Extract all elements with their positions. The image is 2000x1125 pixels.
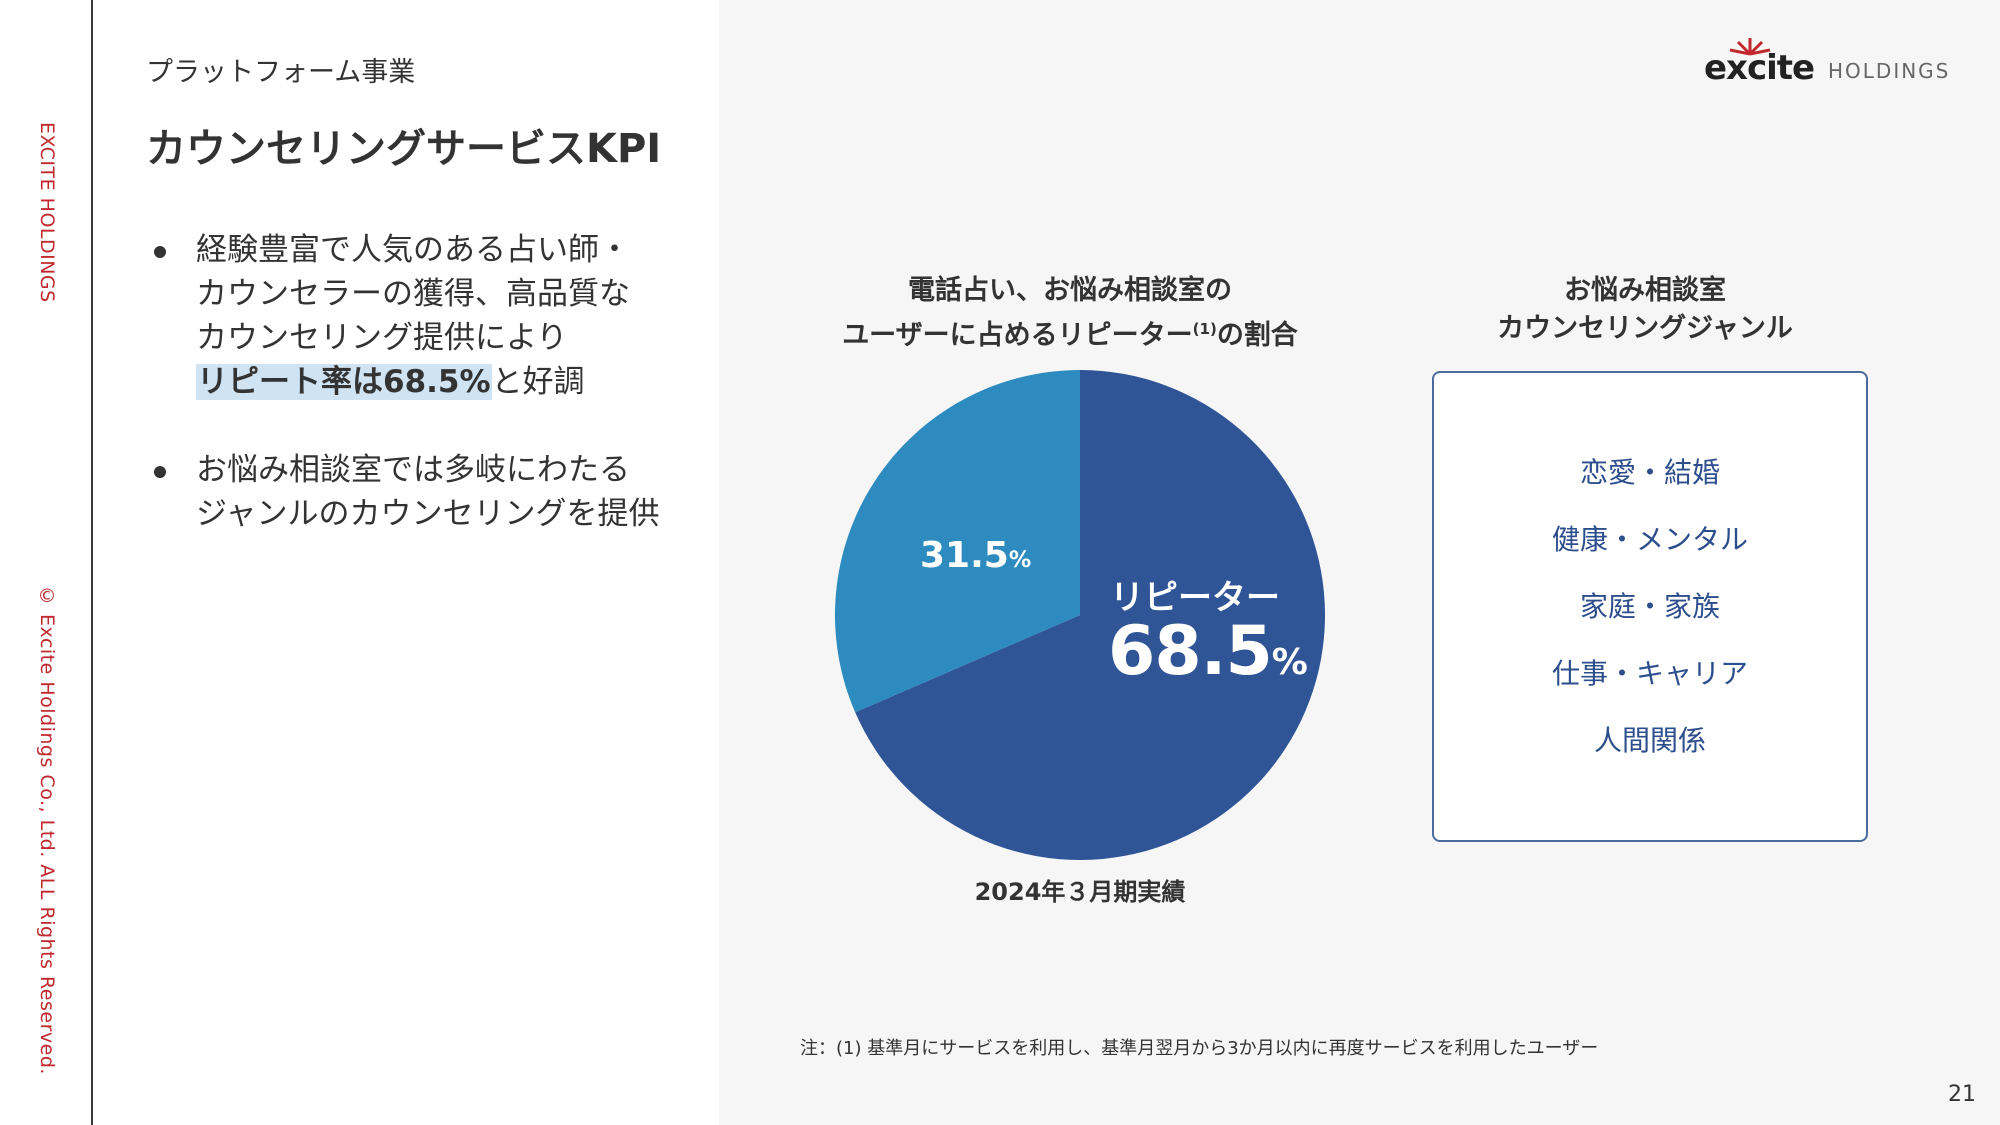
genre-item: 家庭・家族: [1579, 590, 1720, 623]
pie-slice-other: [835, 370, 1080, 713]
pie-value-repeater: 68.5: [1108, 612, 1273, 691]
side-rail: EXCITE HOLDINGS © Excite Holdings Co., L…: [0, 0, 93, 1125]
logo-suffix: HOLDINGS: [1828, 59, 1951, 83]
genre-title: お悩み相談室 カウンセリングジャンル: [1430, 272, 1860, 348]
pie-unit-other: %: [1008, 547, 1032, 573]
bullet-dot-icon: [154, 466, 166, 478]
highlight-text: リピート率は68.5%: [196, 364, 492, 400]
bullet-item: お悩み相談室では多岐にわたる ジャンルのカウンセリングを提供: [146, 448, 706, 536]
repeater-pie-chart: [835, 370, 1325, 860]
genre-title-line2: カウンセリングジャンル: [1497, 313, 1793, 344]
chart-title-line1: 電話占い、お悩み相談室の: [908, 275, 1232, 306]
pie-value-other: 31.5: [920, 535, 1009, 576]
side-brand-text: EXCITE HOLDINGS: [36, 122, 58, 303]
genre-item: 人間関係: [1593, 724, 1706, 757]
genre-item: 恋愛・結婚: [1579, 456, 1720, 489]
bullet-line: ジャンルのカウンセリングを提供: [196, 496, 660, 532]
chart-title-line2: ユーザーに占めるリピーター(1)の割合: [820, 310, 1320, 355]
side-copyright-text: © Excite Holdings Co., Ltd. ALL Rights R…: [36, 585, 58, 1075]
genre-item: 健康・メンタル: [1551, 523, 1748, 556]
chart-title-text-end: の割合: [1216, 320, 1298, 351]
genre-title-line1: お悩み相談室: [1564, 275, 1726, 306]
bullet-text-after: と好調: [491, 364, 585, 400]
bullet-list: 経験豊富で人気のある占い師・ カウンセラーの獲得、高品質な カウンセリング提供に…: [146, 228, 706, 536]
section-label: プラットフォーム事業: [146, 57, 416, 88]
genre-box: 恋愛・結婚 健康・メンタル 家庭・家族 仕事・キャリア 人間関係: [1432, 371, 1868, 842]
pie-slice-repeater: [855, 370, 1325, 860]
bullet-dot-icon: [154, 246, 166, 258]
page-number: 21: [1948, 1082, 1976, 1107]
pie-value-repeater-label: 68.5%: [1108, 612, 1308, 691]
bullet-line: カウンセリング提供により: [196, 320, 568, 356]
excite-holdings-logo: excite HOLDINGS: [1700, 38, 1952, 92]
bullet-line: カウンセラーの獲得、高品質な: [196, 276, 630, 312]
bullet-item: 経験豊富で人気のある占い師・ カウンセラーの獲得、高品質な カウンセリング提供に…: [146, 228, 706, 404]
genre-item: 仕事・キャリア: [1551, 657, 1748, 690]
chart-period: 2024年３月期実績: [974, 878, 1186, 906]
pie-unit-repeater: %: [1271, 642, 1308, 683]
chart-title-text: ユーザーに占めるリピーター: [842, 320, 1193, 351]
pie-label-other: 31.5%: [920, 535, 1031, 576]
footnote: 注：(1) 基準月にサービスを利用し、基準月翌月から3か月以内に再度サービスを利…: [800, 1038, 1599, 1059]
page-title: カウンセリングサービスKPI: [146, 126, 662, 172]
bullet-line: お悩み相談室では多岐にわたる: [196, 452, 630, 488]
chart-title: 電話占い、お悩み相談室の ユーザーに占めるリピーター(1)の割合: [820, 272, 1320, 355]
bullet-line: リピート率は68.5%と好調: [196, 360, 706, 404]
pie-label-repeater: リピーター: [1110, 578, 1280, 618]
footnote-marker: (1): [1192, 320, 1217, 338]
logo-sparkle-icon: [1729, 38, 1771, 56]
genre-list: 恋愛・結婚 健康・メンタル 家庭・家族 仕事・キャリア 人間関係: [1434, 455, 1866, 790]
logo-wordmark: excite: [1704, 48, 1815, 88]
bullet-line: 経験豊富で人気のある占い師・: [196, 232, 630, 268]
